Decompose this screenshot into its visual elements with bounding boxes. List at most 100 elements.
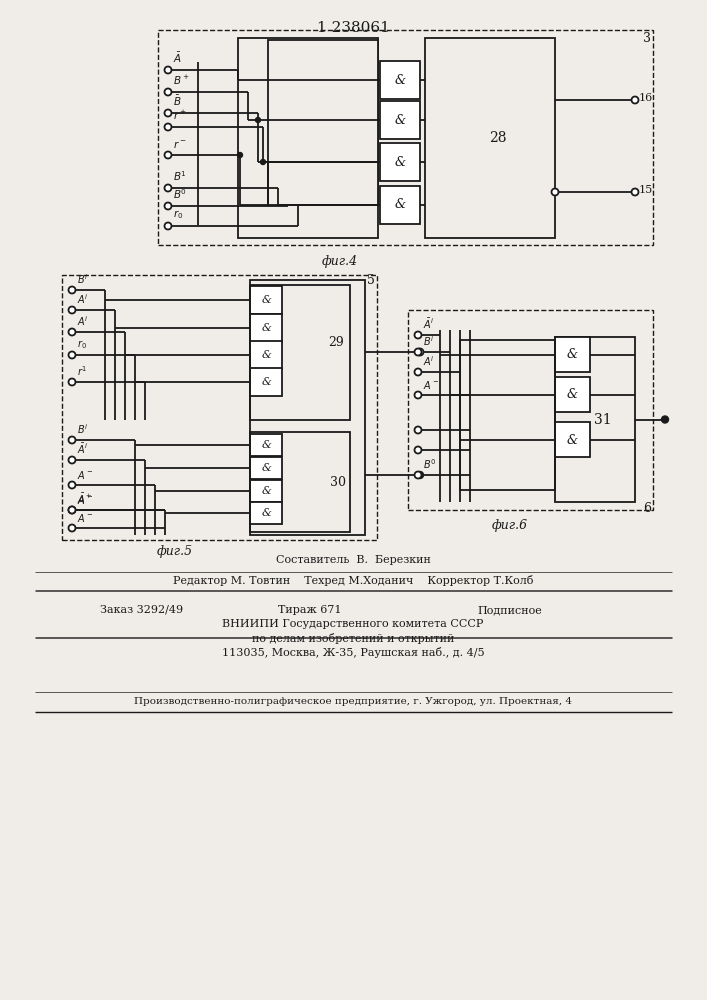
Bar	[62, 275, 377, 540]
Text: 31: 31	[594, 412, 612, 426]
Circle shape	[69, 456, 76, 464]
Circle shape	[69, 352, 76, 359]
Circle shape	[69, 506, 76, 514]
Text: &: &	[395, 74, 406, 87]
Bar	[250, 368, 282, 396]
Bar	[250, 341, 282, 369]
Text: 28: 28	[489, 131, 507, 145]
Text: &: &	[261, 440, 271, 450]
Circle shape	[165, 66, 172, 74]
Circle shape	[238, 152, 243, 157]
Circle shape	[165, 202, 172, 210]
Text: $A^-$: $A^-$	[77, 494, 93, 506]
Circle shape	[551, 188, 559, 196]
Circle shape	[165, 223, 172, 230]
Text: &: &	[567, 434, 578, 446]
Circle shape	[69, 286, 76, 294]
Text: &: &	[395, 113, 406, 126]
Text: 5: 5	[367, 274, 375, 288]
Text: фиг.4: фиг.4	[322, 255, 358, 268]
Text: $A^i$: $A^i$	[423, 354, 435, 368]
Text: &: &	[261, 377, 271, 387]
Bar	[238, 38, 378, 238]
Bar	[250, 432, 350, 532]
Text: $\bar{A}^+$: $\bar{A}^+$	[77, 492, 93, 506]
Text: $B^1$: $B^1$	[173, 169, 187, 183]
Bar	[250, 480, 282, 502]
Text: Составитель  В.  Березкин: Составитель В. Березкин	[276, 555, 431, 565]
Bar	[555, 337, 635, 502]
Text: &: &	[261, 463, 271, 473]
Text: $r_0$: $r_0$	[173, 208, 183, 221]
Text: 3: 3	[643, 31, 651, 44]
Bar	[250, 314, 282, 342]
Bar	[408, 310, 653, 510]
Text: 16: 16	[639, 93, 653, 103]
Text: 113035, Москва, Ж-35, Раушская наб., д. 4/5: 113035, Москва, Ж-35, Раушская наб., д. …	[222, 647, 484, 658]
Text: $A^-$: $A^-$	[77, 469, 93, 481]
Circle shape	[662, 416, 669, 423]
Circle shape	[414, 391, 421, 398]
Bar	[555, 422, 590, 457]
Bar	[380, 186, 420, 224]
Circle shape	[260, 159, 266, 164]
Circle shape	[165, 109, 172, 116]
Text: &: &	[261, 486, 271, 496]
Text: фиг.5: фиг.5	[157, 546, 193, 558]
Bar	[425, 38, 555, 238]
Text: &: &	[567, 349, 578, 361]
Text: Подписное: Подписное	[478, 605, 542, 615]
Text: $B^+$: $B^+$	[173, 74, 189, 87]
Bar	[460, 340, 555, 490]
Circle shape	[631, 97, 638, 104]
Text: ВНИИПИ Государственного комитета СССР: ВНИИПИ Государственного комитета СССР	[222, 619, 484, 629]
Circle shape	[414, 368, 421, 375]
Bar	[250, 434, 282, 456]
Bar	[380, 143, 420, 181]
Text: Заказ 3292/49: Заказ 3292/49	[100, 605, 183, 615]
Circle shape	[255, 117, 260, 122]
Text: &: &	[395, 198, 406, 212]
Circle shape	[69, 436, 76, 444]
Text: 15: 15	[639, 185, 653, 195]
Circle shape	[631, 188, 638, 196]
Text: 1 238061: 1 238061	[317, 21, 390, 35]
Text: Производственно-полиграфическое предприятие, г. Ужгород, ул. Проектная, 4: Производственно-полиграфическое предприя…	[134, 698, 572, 706]
Text: Тираж 671: Тираж 671	[279, 605, 341, 615]
Bar	[268, 40, 378, 205]
Text: &: &	[395, 155, 406, 168]
Circle shape	[165, 184, 172, 192]
Circle shape	[69, 378, 76, 385]
Text: $r^+$: $r^+$	[173, 109, 187, 122]
Text: $\bar{A}$: $\bar{A}$	[173, 51, 182, 65]
Text: $\bar{B}$: $\bar{B}$	[173, 94, 182, 108]
Bar	[250, 286, 282, 314]
Text: $r_0$: $r_0$	[77, 338, 87, 351]
Circle shape	[414, 349, 421, 356]
Text: $\bar{A}^i$: $\bar{A}^i$	[77, 442, 88, 456]
Text: $r^-$: $r^-$	[173, 139, 187, 150]
Text: $B^i$: $B^i$	[77, 422, 88, 436]
Text: $B^0$: $B^0$	[173, 187, 187, 201]
Circle shape	[165, 89, 172, 96]
Text: по делам изобретений и открытий: по делам изобретений и открытий	[252, 633, 454, 644]
Circle shape	[414, 426, 421, 434]
Circle shape	[416, 472, 423, 479]
Circle shape	[69, 482, 76, 488]
Text: &: &	[261, 323, 271, 333]
Text: &: &	[261, 350, 271, 360]
Text: $A^-$: $A^-$	[423, 379, 439, 391]
Bar	[380, 61, 420, 99]
Bar	[555, 377, 590, 412]
Text: $B^i$: $B^i$	[77, 272, 88, 286]
Text: &: &	[261, 295, 271, 305]
Text: &: &	[567, 388, 578, 401]
Bar	[158, 30, 653, 245]
Circle shape	[165, 123, 172, 130]
Circle shape	[416, 349, 423, 356]
Text: 29: 29	[328, 336, 344, 349]
Circle shape	[165, 151, 172, 158]
Text: $A^i$: $A^i$	[77, 292, 89, 306]
Circle shape	[414, 332, 421, 338]
Bar	[250, 280, 365, 535]
